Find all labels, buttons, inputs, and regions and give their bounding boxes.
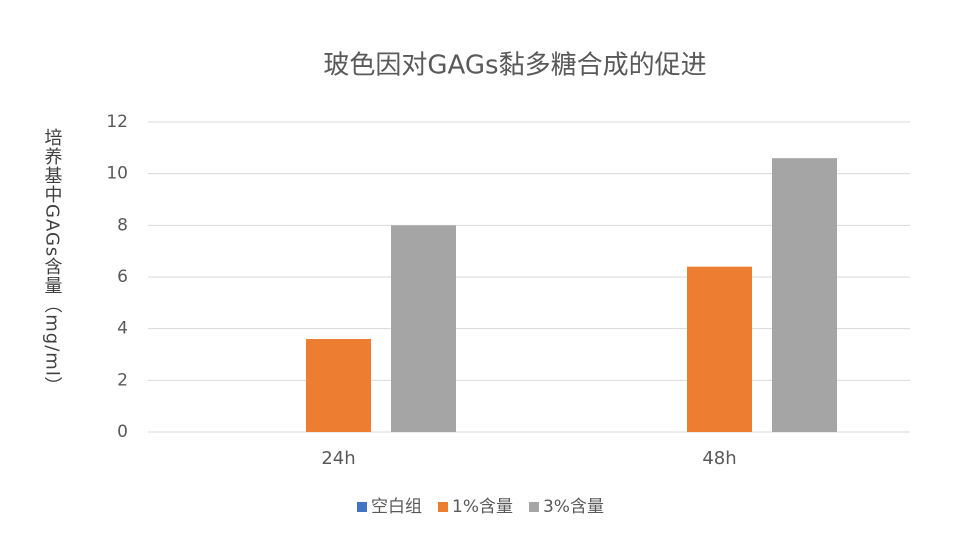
y-tick-label: 2 (117, 370, 128, 390)
legend-swatch (528, 502, 539, 512)
x-tick-label: 24h (321, 448, 355, 469)
bar (772, 158, 837, 432)
y-tick-label: 6 (117, 267, 128, 287)
bar (391, 225, 456, 432)
y-tick-label: 0 (117, 422, 128, 442)
bar (687, 266, 752, 432)
chart-title: 玻色因对GAGs黏多糖合成的促进 (323, 51, 706, 81)
legend-label: 3%含量 (543, 497, 604, 517)
legend-label: 1%含量 (452, 497, 513, 517)
y-axis-label: 培养基中GAGs含量（mg/ml） (42, 128, 63, 396)
legend-label: 空白组 (371, 497, 422, 517)
legend-swatch (438, 502, 448, 512)
x-tick-label: 48h (702, 448, 736, 469)
y-tick-label: 12 (106, 112, 128, 132)
legend-swatch (357, 502, 367, 512)
y-tick-label: 10 (106, 164, 128, 184)
y-tick-label: 8 (117, 215, 128, 235)
bar (306, 339, 371, 432)
y-tick-label: 4 (117, 319, 128, 339)
